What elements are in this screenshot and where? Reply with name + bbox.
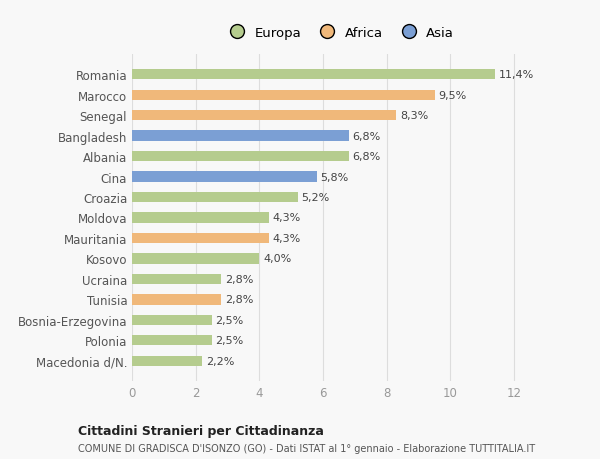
Bar — [132, 111, 397, 121]
Bar — [132, 254, 259, 264]
Text: 2,5%: 2,5% — [215, 315, 244, 325]
Bar — [132, 70, 495, 80]
Text: 5,8%: 5,8% — [320, 172, 349, 182]
Text: 11,4%: 11,4% — [499, 70, 534, 80]
Bar — [132, 274, 221, 285]
Text: 8,3%: 8,3% — [400, 111, 428, 121]
Bar — [132, 233, 269, 244]
Bar — [132, 172, 317, 182]
Text: 2,8%: 2,8% — [225, 274, 253, 284]
Bar — [132, 192, 298, 203]
Text: 4,3%: 4,3% — [273, 213, 301, 223]
Text: 6,8%: 6,8% — [352, 131, 380, 141]
Bar — [132, 356, 202, 366]
Text: 6,8%: 6,8% — [352, 152, 380, 162]
Bar — [132, 295, 221, 305]
Bar — [132, 151, 349, 162]
Text: 5,2%: 5,2% — [301, 193, 329, 202]
Text: 9,5%: 9,5% — [439, 90, 467, 101]
Bar — [132, 315, 212, 325]
Text: 4,0%: 4,0% — [263, 254, 292, 264]
Text: Cittadini Stranieri per Cittadinanza: Cittadini Stranieri per Cittadinanza — [78, 424, 324, 437]
Bar — [132, 336, 212, 346]
Text: 2,8%: 2,8% — [225, 295, 253, 305]
Text: 4,3%: 4,3% — [273, 234, 301, 243]
Bar — [132, 90, 434, 101]
Legend: Europa, Africa, Asia: Europa, Africa, Asia — [220, 22, 458, 44]
Bar — [132, 131, 349, 141]
Text: COMUNE DI GRADISCA D'ISONZO (GO) - Dati ISTAT al 1° gennaio - Elaborazione TUTTI: COMUNE DI GRADISCA D'ISONZO (GO) - Dati … — [78, 443, 535, 453]
Text: 2,2%: 2,2% — [206, 356, 234, 366]
Bar — [132, 213, 269, 223]
Text: 2,5%: 2,5% — [215, 336, 244, 346]
